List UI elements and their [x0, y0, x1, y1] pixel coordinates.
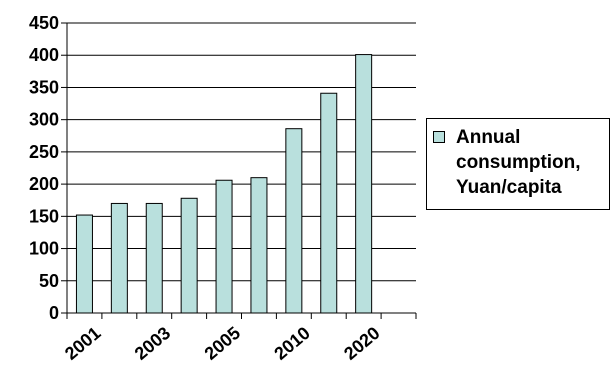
bar-2007 — [250, 177, 268, 314]
y-tick-label: 300 — [29, 110, 59, 130]
bar-2015 — [320, 92, 338, 314]
y-tick-label: 100 — [29, 239, 59, 259]
axes — [66, 23, 417, 319]
legend-swatch — [433, 131, 445, 143]
bar-2020 — [355, 54, 373, 314]
y-tick-label: 350 — [29, 77, 59, 97]
y-tick-label: 200 — [29, 174, 59, 194]
bar-2001 — [75, 214, 93, 314]
y-tick-label: 50 — [39, 271, 59, 291]
y-tick-labels: 0 50 100 150 200 250 300 350 400 450 — [29, 13, 59, 323]
bar-2010 — [285, 128, 303, 314]
legend-label: Annual consumption, Yuan/capita — [456, 127, 581, 198]
bar-2005 — [215, 179, 233, 314]
y-tick-label: 0 — [49, 303, 59, 323]
x-tick-label: 2001 — [61, 323, 105, 364]
x-tick-labels: 2001 2003 2005 2010 2020 — [61, 323, 384, 364]
x-tick-label: 2005 — [201, 323, 245, 364]
bar-2002 — [110, 202, 128, 314]
y-tick-label: 150 — [29, 206, 59, 226]
y-tick-label: 400 — [29, 45, 59, 65]
bar-2004 — [180, 197, 198, 314]
x-tick-label: 2003 — [131, 323, 175, 364]
x-tick-label: 2020 — [340, 323, 384, 364]
bar-2003 — [145, 202, 163, 314]
legend: Annual consumption, Yuan/capita — [426, 118, 610, 210]
y-tick-label: 450 — [29, 13, 59, 33]
y-tick-label: 250 — [29, 142, 59, 162]
x-tick-label: 2010 — [270, 323, 314, 364]
bars — [75, 54, 373, 314]
